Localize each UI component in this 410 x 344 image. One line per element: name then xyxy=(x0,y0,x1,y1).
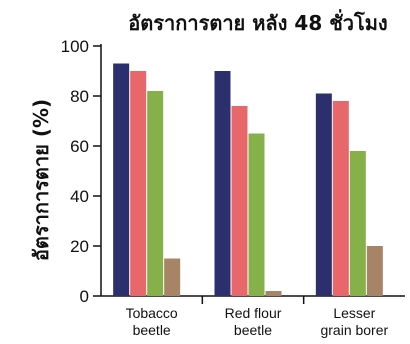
bar xyxy=(366,246,383,296)
bar xyxy=(147,91,164,296)
bar xyxy=(164,258,181,296)
x-tick-label: Red flour xyxy=(225,305,282,321)
bar xyxy=(113,63,130,296)
bar xyxy=(231,106,248,296)
bar xyxy=(332,101,349,296)
bar xyxy=(315,93,332,296)
x-tick-label: Lesser xyxy=(333,305,375,321)
bar xyxy=(130,71,147,296)
y-tick-label: 20 xyxy=(70,237,89,256)
y-tick-label: 0 xyxy=(80,287,89,306)
y-tick-label: 80 xyxy=(70,87,89,106)
bar xyxy=(214,71,231,296)
y-tick-label: 100 xyxy=(61,37,89,56)
bar xyxy=(248,133,265,296)
chart-title: อัตราการตาย หลัง 48 ชั่วโมง xyxy=(128,8,387,35)
bar xyxy=(265,291,282,296)
x-tick-label: beetle xyxy=(133,322,171,338)
x-tick-label: Tobacco xyxy=(126,305,178,321)
y-tick-label: 40 xyxy=(70,187,89,206)
x-tick-label: grain borer xyxy=(320,322,388,338)
x-tick-label: beetle xyxy=(234,322,272,338)
y-axis-label: อัตราการตาย (%) xyxy=(29,99,53,261)
bar xyxy=(349,151,366,296)
y-tick-label: 60 xyxy=(70,137,89,156)
